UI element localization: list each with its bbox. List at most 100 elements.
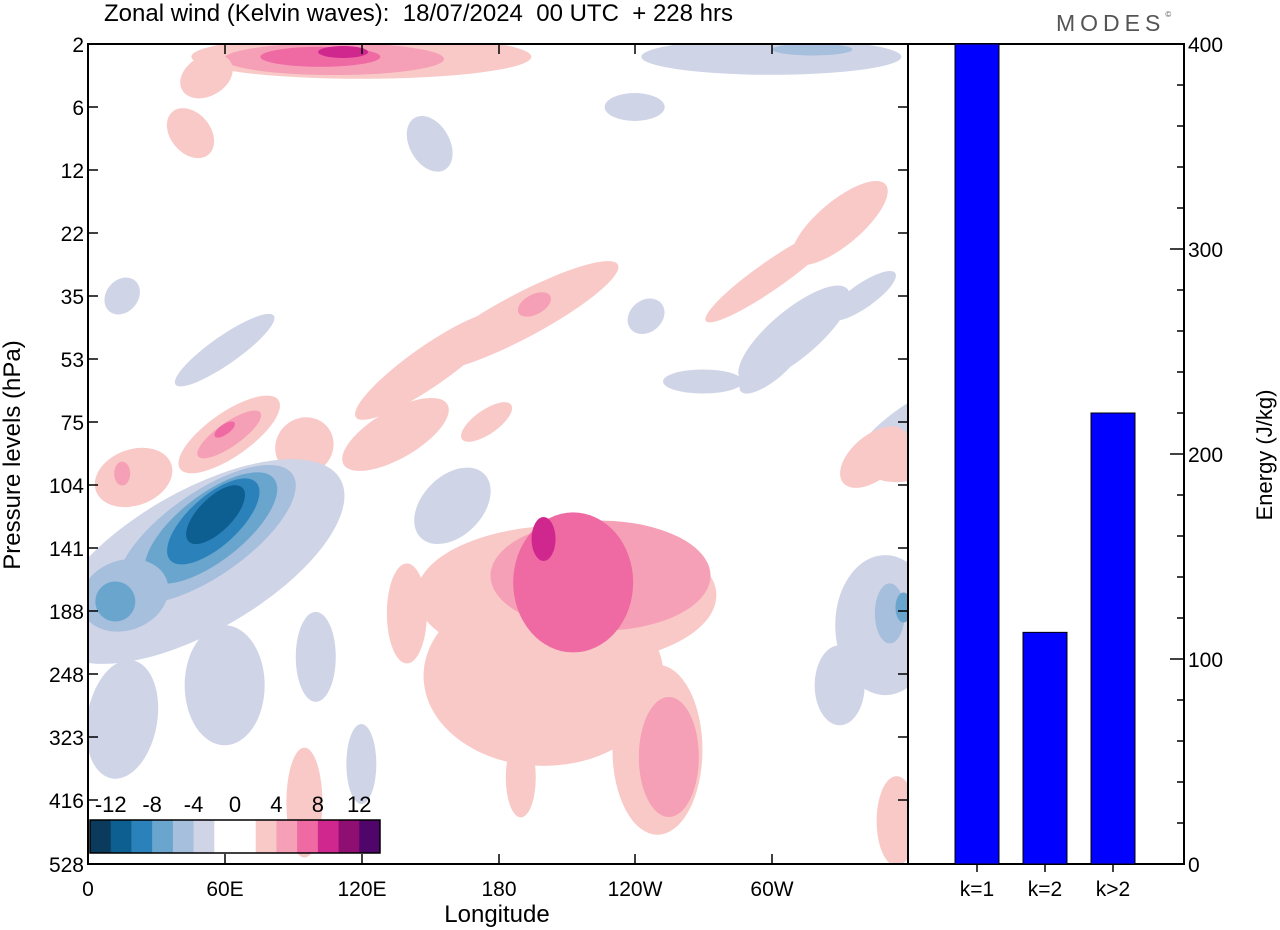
x-tick-label: 180 <box>481 878 516 901</box>
contour-region <box>104 277 140 315</box>
colorbar: -12 -8 -4 0 4 8 12 <box>89 792 381 854</box>
energy-bar <box>1090 412 1136 865</box>
contour-region <box>895 592 908 623</box>
brand-text: MODES <box>1056 10 1166 36</box>
contour-region <box>705 227 838 323</box>
x-tick-label: 60E <box>206 878 243 901</box>
contour-region <box>318 46 369 59</box>
contour-region <box>355 311 505 420</box>
contour-region <box>114 461 131 486</box>
colorbar-swatch <box>90 820 112 853</box>
energy-bars: k=1 k=2 k>2 <box>954 43 1136 901</box>
y-tick-label: 528 <box>49 854 84 877</box>
contour-region <box>531 516 556 561</box>
contour-region <box>186 485 245 545</box>
wind-contour-field <box>88 44 908 864</box>
energy-axis: 0 100 200 300 400 <box>1170 34 1223 877</box>
contour-region <box>174 313 275 387</box>
energy-tick-label: 400 <box>1188 34 1223 57</box>
colorbar-swatch <box>131 820 153 853</box>
energy-axis-label: Energy (J/kg) <box>1252 390 1277 521</box>
contour-region <box>386 563 427 664</box>
colorbar-label: -4 <box>184 792 204 817</box>
energy-tick-label: 0 <box>1188 854 1200 877</box>
contour-region <box>414 467 491 545</box>
contour-region <box>180 53 233 99</box>
bar-category-label: k=2 <box>1028 878 1062 901</box>
y-axis: 2 6 12 22 35 53 75 104 141 188 248 323 416 528 <box>49 34 908 877</box>
contour-region <box>95 581 136 622</box>
colorbar-swatch <box>338 820 360 853</box>
chart-title: Zonal wind (Kelvin waves): 18/07/2024 00… <box>104 0 733 27</box>
y-tick-label: 35 <box>61 286 84 309</box>
y-tick-label: 6 <box>72 97 84 120</box>
colorbar-label: 0 <box>229 792 241 817</box>
contour-region <box>856 432 908 483</box>
contour-region <box>166 108 215 159</box>
contour-region <box>184 625 265 746</box>
contour-region <box>197 410 262 459</box>
colorbar-frame <box>89 819 381 854</box>
colorbar-swatch <box>276 820 298 853</box>
colorbar-swatch <box>317 820 340 853</box>
colorbar-swatch <box>255 820 277 853</box>
colorbar-swatch <box>193 820 215 853</box>
x-tick-label: 120W <box>608 878 663 901</box>
contour-region <box>346 724 377 805</box>
contour-region <box>505 737 536 818</box>
contour-region <box>406 116 453 172</box>
contour-region <box>517 292 552 317</box>
y-tick-label: 104 <box>49 475 84 498</box>
colorbar-label: 8 <box>312 792 324 817</box>
contour-region <box>638 696 699 817</box>
contour-region <box>627 298 665 335</box>
contour-region <box>513 512 634 653</box>
x-axis-label: Longitude <box>444 901 549 928</box>
y-tick-label: 323 <box>49 727 84 750</box>
brand-mark: © <box>1165 10 1172 19</box>
y-tick-label: 416 <box>49 790 84 813</box>
contour-region <box>876 776 908 864</box>
colorbar-swatch <box>359 820 381 853</box>
contour-region <box>214 421 235 438</box>
contour-region <box>739 337 804 394</box>
colorbar-label: 4 <box>270 792 282 817</box>
y-axis-label: Pressure levels (hPa) <box>0 340 26 569</box>
contour-region <box>772 44 853 56</box>
y-tick-label: 188 <box>49 601 84 624</box>
colorbar-label: 12 <box>347 792 371 817</box>
y-tick-label: 22 <box>61 223 84 246</box>
contour-region <box>342 397 449 471</box>
y-tick-label: 141 <box>49 538 84 561</box>
contour-region <box>604 93 665 121</box>
contour-region <box>461 402 513 442</box>
contour-region <box>94 447 173 508</box>
y-tick-label: 53 <box>61 349 84 372</box>
x-tick-label: 0 <box>82 878 94 901</box>
colorbar-swatch <box>152 820 174 853</box>
colorbar-swatch <box>110 820 132 853</box>
colorbar-swatch <box>172 820 195 853</box>
colorbar-swatch <box>214 820 236 853</box>
y-tick-label: 75 <box>61 412 84 435</box>
y-tick-label: 2 <box>72 34 84 57</box>
colorbar-swatch <box>235 820 257 853</box>
colorbar-label: -8 <box>142 792 162 817</box>
x-tick-label: 60W <box>750 878 793 901</box>
energy-tick-label: 100 <box>1188 649 1223 672</box>
contour-region <box>663 369 743 394</box>
energy-bar <box>1022 631 1068 865</box>
contour-region <box>828 271 896 321</box>
x-tick-label: 120E <box>337 878 386 901</box>
y-tick-label: 248 <box>49 664 84 687</box>
energy-bar <box>954 43 1000 865</box>
energy-tick-label: 300 <box>1188 239 1223 262</box>
contour-region <box>814 645 865 726</box>
colorbar-swatch <box>297 820 319 853</box>
contour-region <box>88 659 159 779</box>
bar-category-label: k>2 <box>1096 878 1130 901</box>
energy-tick-label: 200 <box>1188 444 1223 467</box>
y-tick-label: 12 <box>61 160 84 183</box>
colorbar-label: -12 <box>95 792 127 817</box>
